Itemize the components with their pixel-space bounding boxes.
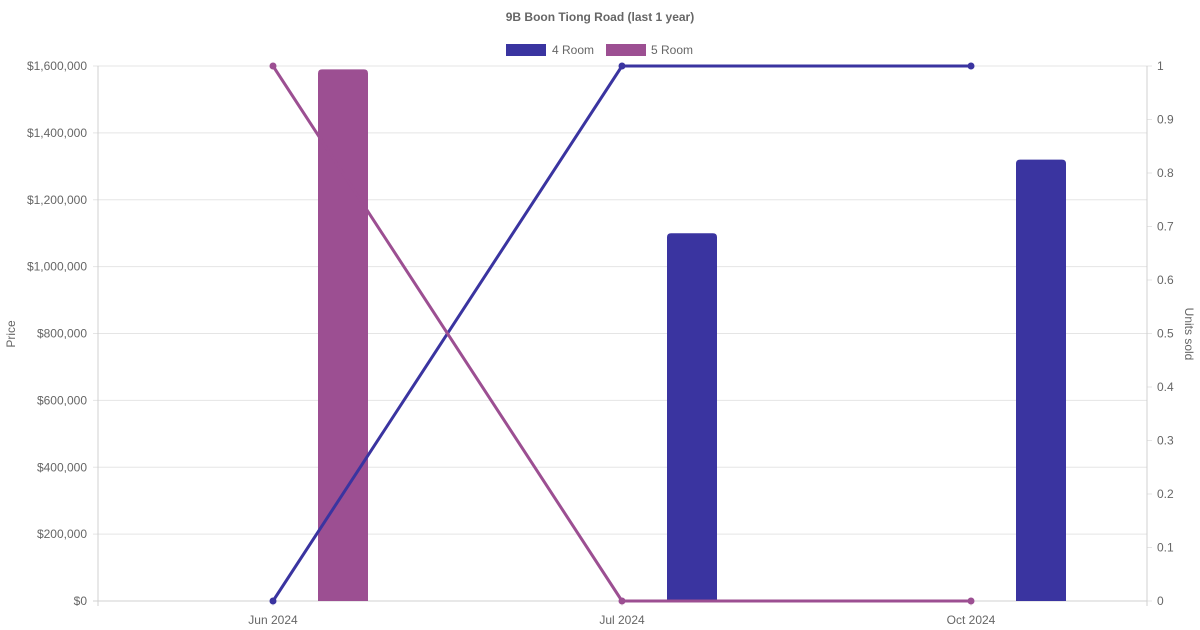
x-tick-label: Jun 2024: [248, 613, 298, 627]
units-sold-lines: [269, 62, 975, 605]
bar-4-room-jul-2024: [667, 233, 717, 601]
left-tick-label: $600,000: [37, 393, 87, 407]
right-tick-label: 0.6: [1157, 273, 1174, 287]
x-tick-label: Oct 2024: [947, 613, 996, 627]
right-tick-label: 0.2: [1157, 487, 1174, 501]
point-5-room: [967, 597, 975, 605]
right-tick-label: 0.9: [1157, 113, 1174, 127]
bar-5-room-jun-2024: [318, 69, 368, 601]
chart-title: 9B Boon Tiong Road (last 1 year): [506, 10, 694, 24]
price-bars: [318, 69, 1066, 601]
chart-legend: 4 Room 5 Room: [506, 43, 693, 57]
left-y-axis: $0 $200,000 $400,000 $600,000 $800,000 $1,000…: [27, 59, 99, 608]
left-tick-label: $0: [74, 594, 88, 608]
right-axis-title: Units sold: [1182, 308, 1196, 361]
right-tick-label: 0.4: [1157, 380, 1174, 394]
point-5-room: [269, 62, 277, 70]
right-tick-label: 0: [1157, 594, 1164, 608]
right-y-axis: 0 0.1 0.2 0.3 0.4 0.5 0.6 0.7 0.8 0.9 1: [1146, 59, 1174, 608]
point-4-room: [618, 62, 626, 70]
left-tick-label: $400,000: [37, 460, 87, 474]
left-tick-label: $1,600,000: [27, 59, 87, 73]
legend-label-5-room: 5 Room: [651, 43, 693, 57]
legend-swatch-4-room: [506, 44, 546, 56]
right-tick-label: 0.3: [1157, 434, 1174, 448]
left-tick-label: $1,200,000: [27, 193, 87, 207]
right-tick-label: 0.8: [1157, 166, 1174, 180]
left-tick-label: $200,000: [37, 527, 87, 541]
grid-lines: [93, 65, 1147, 602]
bar-4-room-oct-2024: [1016, 159, 1066, 601]
legend-label-4-room: 4 Room: [552, 43, 594, 57]
left-tick-label: $800,000: [37, 327, 87, 341]
x-tick-label: Jul 2024: [599, 613, 645, 627]
right-tick-label: 1: [1157, 59, 1164, 73]
left-tick-label: $1,400,000: [27, 126, 87, 140]
left-axis-title: Price: [4, 320, 18, 348]
point-5-room: [618, 597, 626, 605]
point-4-room: [967, 62, 975, 70]
point-4-room: [269, 597, 277, 605]
x-axis: Jun 2024 Jul 2024 Oct 2024: [93, 600, 1147, 627]
right-tick-label: 0.7: [1157, 220, 1174, 234]
left-tick-label: $1,000,000: [27, 260, 87, 274]
legend-swatch-5-room: [606, 44, 646, 56]
right-tick-label: 0.1: [1157, 541, 1174, 555]
right-tick-label: 0.5: [1157, 327, 1174, 341]
